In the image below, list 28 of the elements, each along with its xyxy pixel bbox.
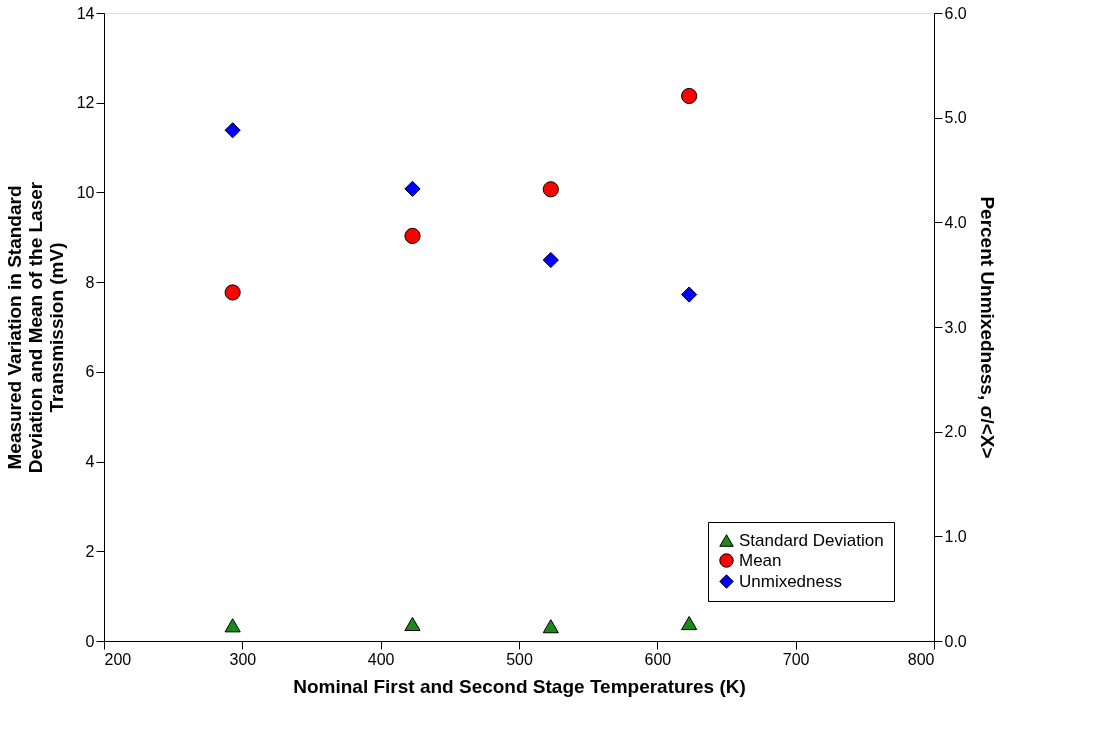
x-tick-label: 700 — [782, 650, 810, 668]
y-tick-label: 2 — [85, 542, 95, 560]
y2-tick-label: 6.0 — [944, 4, 967, 22]
y-tick-label: 14 — [76, 4, 95, 22]
x-axis-title: Nominal First and Second Stage Temperatures (K) — [293, 675, 746, 697]
y2-tick-label: 1.0 — [944, 527, 967, 545]
y-tick-label: 12 — [76, 94, 95, 112]
y2-tick-label: 2.0 — [944, 423, 967, 441]
y2-tick-label: 3.0 — [944, 318, 967, 336]
x-tick-label: 500 — [506, 650, 533, 668]
x-tick-label: 300 — [229, 650, 257, 668]
y2-tick-label: 5.0 — [944, 109, 967, 127]
y-tick-label: 0 — [85, 632, 95, 650]
y-tick-label: 8 — [85, 273, 95, 291]
y2-tick-label: 0.0 — [944, 632, 967, 650]
y2-axis-title: Percent Unmixedness, σ/<X> — [976, 196, 998, 459]
y2-tick-label: 4.0 — [944, 213, 967, 231]
x-tick-label: 600 — [644, 650, 672, 668]
legend-label: Mean — [739, 550, 782, 570]
legend-label: Unmixedness — [739, 571, 842, 591]
y-tick-label: 10 — [76, 183, 95, 201]
y-axis-title: Measured Variation in Standard Deviation and Mean of the Laser Transmission (mV) — [3, 181, 67, 474]
y-tick-label: 4 — [85, 453, 95, 471]
x-tick-label: 400 — [367, 650, 395, 668]
y-tick-label: 6 — [85, 363, 95, 381]
legend-label: Standard Deviation — [739, 530, 884, 550]
x-tick-label: 800 — [907, 650, 935, 668]
x-tick-label: 200 — [104, 650, 132, 668]
